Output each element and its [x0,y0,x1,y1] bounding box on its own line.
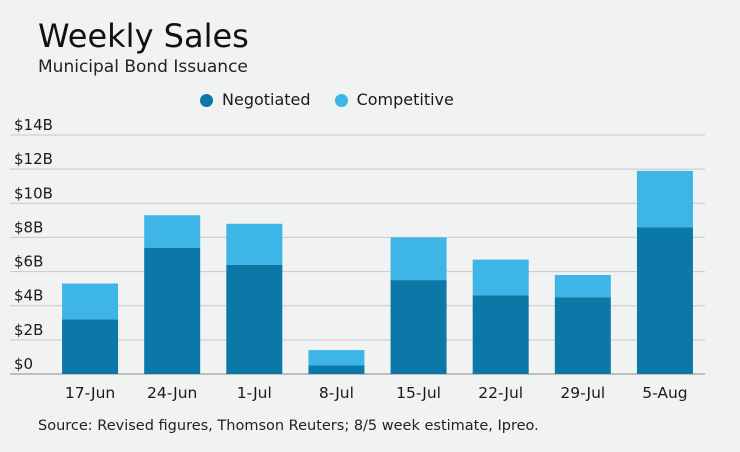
legend-swatch-negotiated [200,93,213,107]
bar-competitive [636,170,693,228]
bar-competitive [62,283,119,320]
y-tick-label: $14B [14,116,53,134]
bar-negotiated [308,365,365,374]
y-tick-label: $8B [14,218,43,236]
bar-negotiated [636,227,693,374]
y-tick-label: $6B [14,253,43,271]
y-tick-label: $12B [14,150,53,168]
bar-negotiated [554,297,611,374]
bar-negotiated [472,295,529,374]
bar-competitive [472,259,529,296]
x-tick-label: 17-Jun [65,384,115,402]
source-note: Source: Revised figures, Thomson Reuters… [38,418,539,434]
bar-competitive [390,237,447,281]
bar-competitive [226,223,283,265]
y-tick-label: $0 [14,355,33,373]
bar-negotiated [62,319,119,374]
y-tick-label: $4B [14,287,43,305]
legend-item-negotiated: Negotiated [200,90,311,110]
x-tick-label: 8-Jul [319,384,354,402]
chart-subtitle: Municipal Bond Issuance [38,57,248,77]
bar-negotiated [390,280,447,374]
x-tick-label: 22-Jul [478,384,523,402]
bar-negotiated [144,247,201,374]
x-tick-label: 24-Jun [147,384,197,402]
legend-swatch-competitive [334,93,348,107]
x-tick-label: 1-Jul [237,384,272,402]
legend-label-negotiated: Negotiated [222,90,311,109]
legend-label-competitive: Competitive [356,90,454,109]
bar-competitive [144,215,201,248]
y-tick-label: $2B [14,321,43,339]
bar-competitive [308,350,365,366]
y-tick-label: $10B [14,184,53,202]
chart-legend: Negotiated Competitive [200,90,478,110]
legend-item-competitive: Competitive [334,90,454,110]
bar-competitive [554,274,611,298]
x-tick-label: 29-Jul [560,384,605,402]
chart-title: Weekly Sales [38,17,249,55]
x-tick-label: 15-Jul [396,384,441,402]
x-tick-label: 5-Aug [642,384,687,402]
bar-negotiated [226,264,283,374]
